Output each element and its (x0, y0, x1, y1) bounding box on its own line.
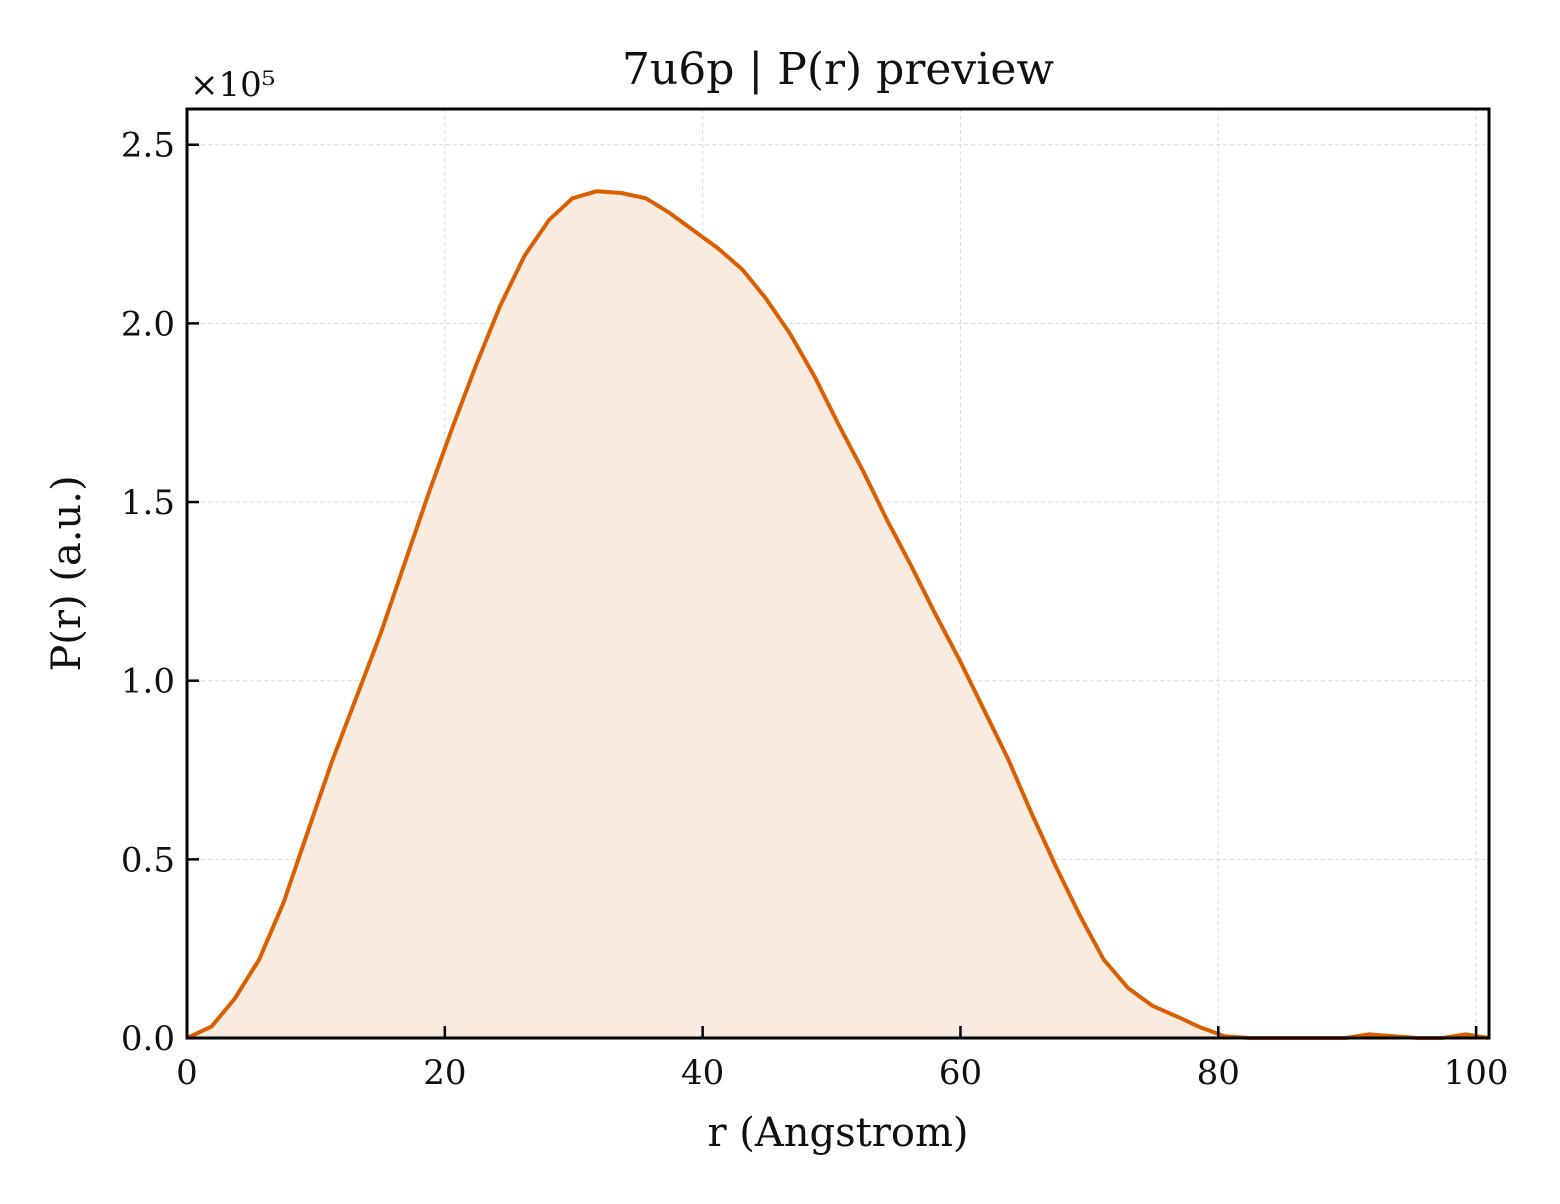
x-tick-label: 60 (939, 1053, 982, 1093)
x-tick-label: 80 (1197, 1053, 1240, 1093)
y-tick-label: 0.0 (121, 1019, 175, 1059)
chart-title: 7u6p | P(r) preview (622, 44, 1054, 95)
x-tick-label: 100 (1444, 1053, 1509, 1093)
plot-frame (185, 107, 1491, 1040)
x-axis-label: r (Angstrom) (707, 1110, 968, 1156)
x-tick-label: 0 (176, 1053, 198, 1093)
y-tick-label: 2.0 (121, 304, 175, 344)
y-tick-label: 1.5 (121, 483, 175, 523)
y-scale-multiplier: ×10⁵ (190, 65, 275, 105)
ticks-layer: 0 20 40 60 80 100 0.0 0.5 1.0 1.5 2.0 2.5 (121, 126, 1509, 1093)
y-tick-label: 0.5 (121, 840, 175, 880)
y-tick-label: 1.0 (121, 662, 175, 702)
x-tick-label: 20 (423, 1053, 466, 1093)
pr-area-fill (187, 191, 1489, 1038)
x-tick-label: 40 (681, 1053, 724, 1093)
y-axis-label: P(r) (a.u.) (44, 475, 90, 671)
y-tick-label: 2.5 (121, 126, 175, 166)
